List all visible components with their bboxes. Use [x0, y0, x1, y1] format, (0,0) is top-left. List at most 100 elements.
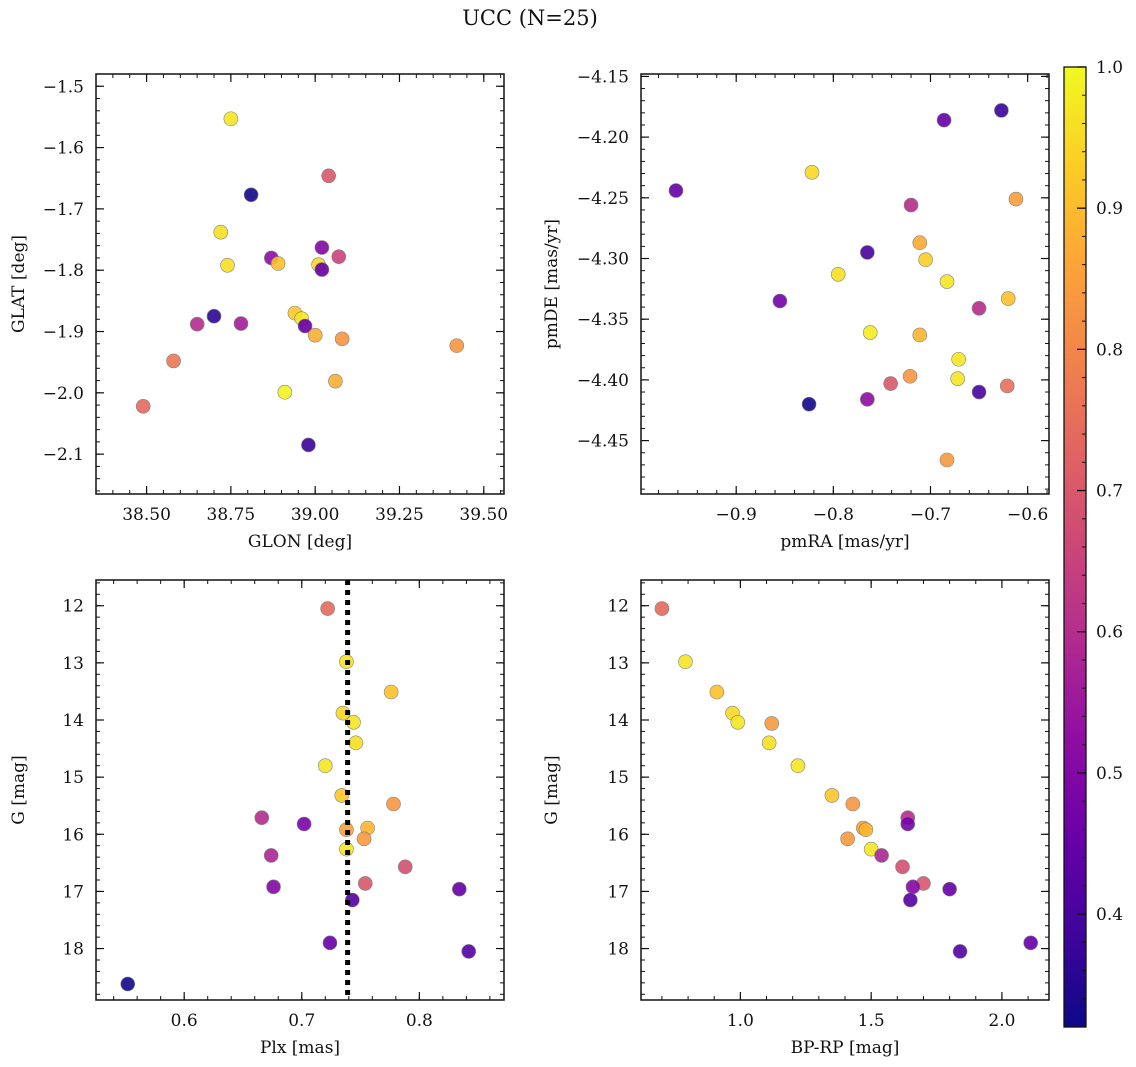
data-point — [668, 183, 684, 198]
y-tick-label: −4.45 — [577, 432, 629, 452]
data-point — [902, 368, 918, 384]
data-point — [243, 187, 259, 203]
data-point — [452, 881, 467, 897]
panel-glon_glat: 38.50 38.75 39.00 39.25 39.50 −1.5 −1.6 −1.7 −1.… — [9, 73, 508, 552]
data-point — [858, 822, 874, 838]
data-point — [322, 935, 338, 951]
data-point — [266, 879, 281, 895]
data-point — [709, 684, 725, 700]
data-point — [824, 788, 840, 803]
data-point — [936, 112, 952, 128]
data-point — [790, 758, 806, 774]
y-tick-label: 16 — [62, 825, 84, 845]
data-point — [270, 256, 286, 271]
data-point — [994, 103, 1009, 118]
data-point — [772, 293, 788, 309]
colorbar-tick-label: 0.9 — [1096, 199, 1123, 219]
x-tick-label: 0.7 — [288, 1011, 315, 1031]
data-point — [903, 892, 918, 908]
data-point — [296, 816, 312, 832]
x-tick-label: 2.0 — [988, 1011, 1015, 1031]
figure-title: UCC (N=25) — [462, 6, 598, 30]
data-point — [357, 876, 373, 891]
data-point — [999, 378, 1015, 394]
data-point — [678, 654, 693, 670]
minor-ticks — [95, 73, 504, 494]
y-tick-label: −4.35 — [577, 310, 629, 330]
data-point — [912, 235, 928, 251]
data-point — [952, 944, 968, 959]
y-tick-label: −4.30 — [577, 250, 629, 270]
x-tick-label: 38.50 — [122, 505, 171, 525]
x-tick-label: −0.6 — [1007, 505, 1048, 525]
x-tick-label: 0.6 — [171, 1011, 198, 1031]
y-tick-label: 15 — [62, 768, 84, 788]
y-tick-label: 18 — [62, 940, 84, 960]
panel-pmra_pmde: −0.9 −0.8 −0.7 −0.6 −4.15 −4.20 −4.25 −4.30 −4.3… — [542, 67, 1050, 552]
data-point — [951, 351, 966, 367]
data-point — [297, 318, 313, 334]
data-point — [317, 758, 333, 774]
data-point — [254, 810, 270, 826]
data-point — [862, 325, 878, 340]
colorbar-tick-label: 0.8 — [1096, 340, 1123, 360]
data-point — [830, 266, 846, 282]
data-point — [874, 848, 889, 863]
data-point — [918, 252, 933, 268]
colorbar-tick-label: 0.4 — [1096, 905, 1123, 925]
data-point — [314, 262, 330, 277]
data-point — [166, 353, 181, 369]
colorbar-gradient — [1064, 67, 1086, 1027]
y-tick-label: 15 — [607, 768, 629, 788]
y-tick-label: 17 — [62, 882, 84, 902]
x-axis-label: GLON [deg] — [248, 532, 352, 552]
x-axis-label: BP-RP [mag] — [791, 1038, 900, 1058]
data-point — [307, 327, 323, 343]
data-point — [348, 735, 364, 751]
y-tick-label: 14 — [607, 711, 629, 731]
y-tick-label: −1.8 — [43, 261, 84, 281]
data-point — [314, 240, 330, 255]
data-point — [939, 452, 955, 468]
y-axis-label: G [mag] — [542, 755, 562, 824]
data-point — [320, 601, 335, 616]
data-point — [761, 735, 777, 751]
y-tick-label: −1.5 — [43, 77, 84, 97]
x-tick-label: −0.8 — [813, 505, 854, 525]
plot-area — [120, 580, 477, 1000]
data-point — [1023, 935, 1038, 951]
data-point — [301, 437, 316, 453]
minor-ticks — [641, 74, 1049, 494]
panel-bprp_g: 1.0 1.5 2.0 12 13 14 15 16 17 18 BP-RP [mag] G [mag… — [542, 579, 1050, 1058]
data-point — [900, 816, 916, 832]
colorbar-tick-label: 0.7 — [1096, 482, 1123, 502]
data-point — [950, 371, 965, 386]
x-axis-label: Plx [mas] — [260, 1038, 340, 1058]
data-point — [845, 796, 861, 812]
data-point — [883, 376, 898, 391]
y-tick-label: −4.40 — [577, 371, 629, 391]
y-tick-label: −2.0 — [43, 384, 84, 404]
y-tick-label: −1.6 — [43, 139, 84, 159]
data-point — [1000, 291, 1016, 306]
axes-frame — [640, 579, 1050, 1001]
panel-plx_g: 0.6 0.7 0.8 12 13 14 15 16 17 18 Plx [mas] G [mag] — [9, 579, 505, 1058]
y-tick-label: 12 — [62, 597, 84, 617]
y-tick-label: −2.1 — [43, 445, 84, 465]
plot-area — [135, 111, 465, 453]
data-point — [895, 859, 910, 875]
x-tick-label: 39.25 — [375, 505, 424, 525]
data-point — [912, 327, 928, 343]
x-tick-label: −0.9 — [716, 505, 757, 525]
data-point — [135, 399, 151, 414]
data-point — [905, 879, 921, 895]
axes-frame — [95, 73, 505, 495]
data-point — [764, 716, 780, 731]
y-tick-label: 14 — [62, 711, 84, 731]
y-tick-label: 18 — [607, 940, 629, 960]
colorbar: 0.4 0.5 0.6 0.7 0.8 0.9 1.0 — [1063, 58, 1123, 1028]
data-point — [903, 197, 919, 213]
colorbar-tick-label: 1.0 — [1096, 58, 1123, 78]
data-point — [939, 274, 955, 289]
